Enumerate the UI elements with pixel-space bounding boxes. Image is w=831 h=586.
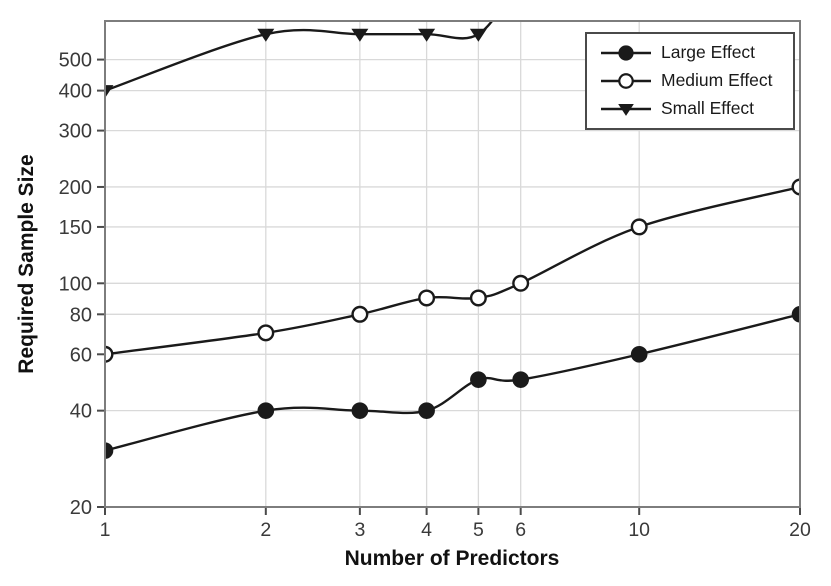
y-tick-label: 300	[59, 121, 92, 143]
legend-label-small-effect: Small Effect	[661, 98, 755, 119]
y-tick-label: 60	[70, 344, 92, 366]
legend-item-medium-effect: Medium Effect	[600, 71, 787, 91]
legend-label-large-effect: Large Effect	[661, 42, 756, 63]
legend-marker-large-effect	[601, 45, 651, 61]
axis-ticks	[97, 58, 801, 515]
legend-marker-small-effect	[601, 103, 651, 116]
legend-marker-medium-effect	[601, 73, 651, 89]
x-axis-title: Number of Predictors	[344, 547, 560, 570]
y-tick-label: 100	[59, 273, 92, 295]
legend: Large Effect Medium Effect Small Effect	[585, 32, 795, 130]
series-markers-small-effect	[105, 28, 487, 99]
x-tick-label: 5	[473, 519, 484, 541]
y-tick-label: 20	[70, 497, 92, 519]
y-tick-label: 80	[70, 304, 92, 326]
x-tick-label: 6	[515, 519, 526, 541]
y-axis-title: Required Sample Size	[15, 154, 38, 374]
y-tick-label: 150	[59, 217, 92, 239]
y-tick-label: 40	[70, 401, 92, 423]
y-tick-label: 200	[59, 177, 92, 199]
legend-label-medium-effect: Medium Effect	[661, 70, 773, 91]
x-tick-label: 1	[100, 519, 111, 541]
x-tick-label: 3	[354, 519, 365, 541]
legend-item-large-effect: Large Effect	[600, 43, 787, 63]
legend-item-small-effect: Small Effect	[600, 99, 787, 119]
plot-frame	[104, 20, 801, 508]
series-markers-large-effect	[105, 306, 800, 459]
series-markers-medium-effect	[105, 178, 800, 363]
tick-labels: 20 40 60 80 100 150 200 300 400 500 1 2 3 4 5 6 10 20	[59, 50, 811, 541]
x-tick-label: 20	[789, 519, 811, 541]
y-tick-label: 500	[59, 50, 92, 72]
y-tick-label: 400	[59, 81, 92, 103]
x-tick-label: 4	[421, 519, 432, 541]
x-tick-label: 10	[628, 519, 650, 541]
x-tick-label: 2	[260, 519, 271, 541]
